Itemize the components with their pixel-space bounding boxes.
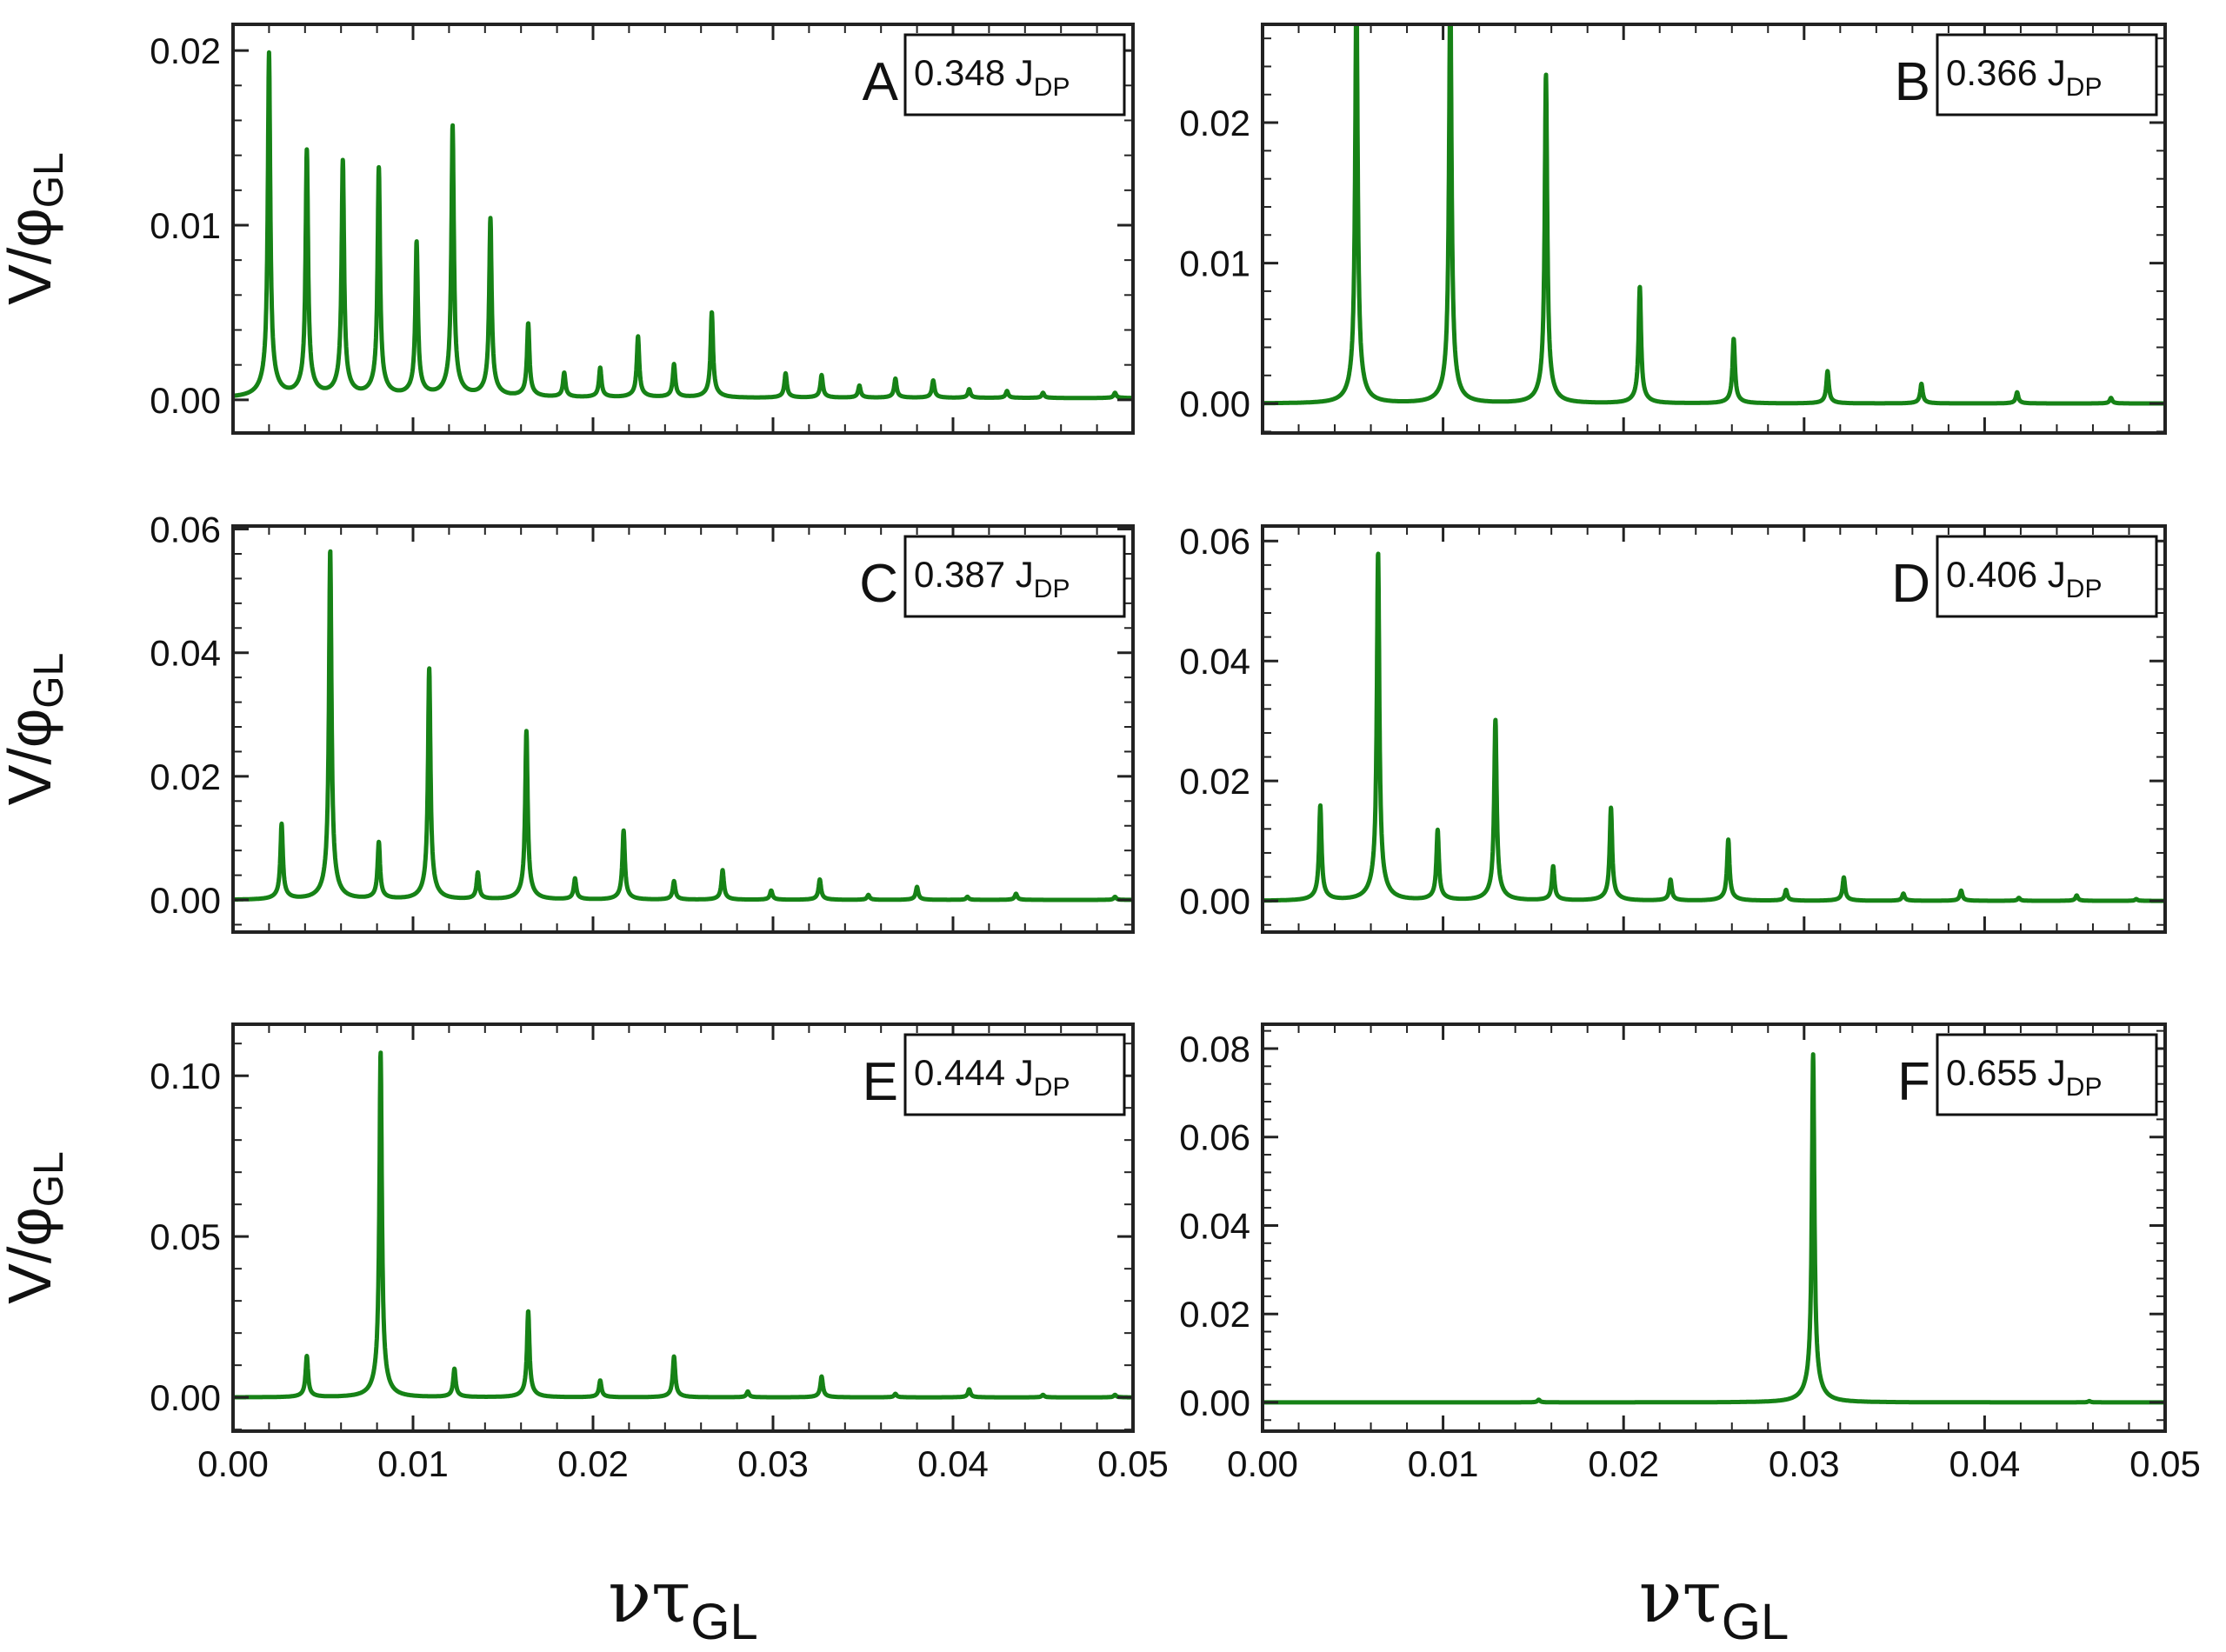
y-axis-label-main: V/φ <box>0 208 63 305</box>
x-tick-label: 0.04 <box>1949 1443 2021 1484</box>
current-label: 0.444 JDP <box>914 1052 1070 1102</box>
panel-letter: A <box>863 52 899 112</box>
panel-e: 0.00 0.01 0.02 0.03 0.04 0.05 0.00 0.05 0.10 E 0.4… <box>0 1023 1169 1650</box>
plot-frame <box>1261 524 2167 934</box>
current-subscript: DP <box>1034 73 1070 102</box>
spectrum-line-a <box>233 50 1133 401</box>
y-axis-label-main: V/φ <box>0 709 63 806</box>
current-value: 0.366 J <box>1946 52 2066 93</box>
spectrum-line-f <box>1263 1052 2165 1405</box>
current-subscript: DP <box>1034 1073 1070 1102</box>
panel-d: 0.00 0.02 0.04 0.06 D 0.406 JDP <box>1179 521 2167 934</box>
current-value: 0.348 J <box>914 52 1034 93</box>
y-tick-label: 0.10 <box>150 1056 221 1096</box>
y-tick-label: 0.02 <box>1179 1294 1250 1335</box>
plot-frame <box>231 23 1135 435</box>
panel-letter: D <box>1891 554 1930 614</box>
panel-b: 0.00 0.01 0.02 B 0.366 JDP <box>1179 23 2167 435</box>
panel-letter: E <box>863 1052 898 1112</box>
y-axis-label-sub: GL <box>26 653 72 709</box>
y-tick-label: 0.00 <box>1179 881 1250 922</box>
current-label: 0.366 JDP <box>1946 52 2102 102</box>
current-value: 0.406 J <box>1946 554 2066 595</box>
plot-frame <box>1261 23 2167 435</box>
panel-letter: F <box>1897 1052 1930 1112</box>
panel-letter: C <box>859 554 898 614</box>
y-tick-label: 0.08 <box>1179 1029 1250 1069</box>
y-tick-label: 0.01 <box>1179 243 1250 284</box>
x-axis-label-main: ντ <box>608 1556 690 1639</box>
x-tick-label: 0.01 <box>1408 1443 1479 1484</box>
current-subscript: DP <box>2066 73 2103 102</box>
spectrum-line-b <box>1263 24 2165 406</box>
y-tick-label: 0.00 <box>150 880 221 921</box>
x-tick-label: 0.04 <box>917 1443 989 1484</box>
y-axis-label-sub: GL <box>26 1151 72 1207</box>
x-tick-label: 0.02 <box>1588 1443 1659 1484</box>
current-subscript: DP <box>2066 575 2103 603</box>
y-tick-label: 0.04 <box>150 633 221 674</box>
plot-frame <box>231 524 1135 934</box>
current-label-box <box>1936 1033 2158 1116</box>
current-value: 0.655 J <box>1946 1052 2066 1093</box>
y-axis-label: V/φGL <box>0 1151 72 1304</box>
panel-c: 0.00 0.02 0.04 0.06 C 0.387 JDP V/φGL <box>0 510 1135 934</box>
y-tick-label: 0.06 <box>1179 521 1250 562</box>
y-tick-label: 0.02 <box>150 756 221 797</box>
y-tick-label: 0.00 <box>1179 1382 1250 1423</box>
x-tick-label: 0.01 <box>377 1443 449 1484</box>
plot-frame <box>231 1023 1135 1433</box>
current-label: 0.406 JDP <box>1946 554 2102 603</box>
spectrum-line-d <box>1263 551 2165 903</box>
current-value: 0.387 J <box>914 554 1034 595</box>
y-axis-label-sub: GL <box>26 152 72 208</box>
x-tick-label: 0.03 <box>737 1443 809 1484</box>
x-tick-label: 0.02 <box>557 1443 629 1484</box>
x-axis-label: ντGL <box>1639 1556 1789 1650</box>
current-value: 0.444 J <box>914 1052 1034 1093</box>
current-label-box <box>1936 33 2158 117</box>
current-label-box <box>903 33 1126 117</box>
plot-frame <box>1261 1023 2167 1433</box>
x-axis-label: ντGL <box>608 1556 758 1650</box>
panel-a: 0.00 0.01 0.02 A 0.348 JDP V/φGL <box>0 23 1135 435</box>
panel-letter: B <box>1895 52 1930 112</box>
y-tick-label: 0.01 <box>150 205 221 246</box>
y-tick-label: 0.00 <box>1179 383 1250 424</box>
current-label: 0.348 JDP <box>914 52 1070 102</box>
current-subscript: DP <box>1034 575 1070 603</box>
current-label-box <box>1936 535 2158 618</box>
y-tick-label: 0.05 <box>150 1216 221 1257</box>
current-subscript: DP <box>2066 1073 2103 1102</box>
current-label-box <box>903 1033 1126 1116</box>
x-tick-label: 0.05 <box>2129 1443 2201 1484</box>
x-tick-label: 0.00 <box>1227 1443 1298 1484</box>
y-tick-label: 0.02 <box>150 30 221 71</box>
x-tick-label: 0.05 <box>1097 1443 1169 1484</box>
y-axis-label: V/φGL <box>0 653 72 806</box>
panel-f: 0.00 0.01 0.02 0.03 0.04 0.05 0.00 0.02 0.04 0.06… <box>1179 1023 2201 1650</box>
x-tick-label: 0.03 <box>1769 1443 1840 1484</box>
x-axis-label-sub: GL <box>690 1594 757 1650</box>
y-tick-label: 0.04 <box>1179 641 1250 682</box>
x-axis-label-sub: GL <box>1722 1594 1789 1650</box>
current-label: 0.655 JDP <box>1946 1052 2102 1102</box>
spectrum-line-e <box>233 1050 1133 1400</box>
y-tick-label: 0.04 <box>1179 1205 1250 1246</box>
y-tick-label: 0.06 <box>1179 1117 1250 1158</box>
current-label-box <box>903 535 1126 618</box>
y-axis-label-main: V/φ <box>0 1207 63 1304</box>
y-tick-label: 0.00 <box>150 380 221 421</box>
x-tick-label: 0.00 <box>197 1443 269 1484</box>
y-tick-label: 0.00 <box>150 1377 221 1418</box>
y-tick-label: 0.02 <box>1179 103 1250 143</box>
y-axis-label: V/φGL <box>0 152 72 305</box>
y-tick-label: 0.02 <box>1179 761 1250 802</box>
spectrum-line-c <box>233 549 1133 903</box>
y-tick-label: 0.06 <box>150 510 221 550</box>
current-label: 0.387 JDP <box>914 554 1070 603</box>
x-axis-label-main: ντ <box>1639 1556 1722 1639</box>
